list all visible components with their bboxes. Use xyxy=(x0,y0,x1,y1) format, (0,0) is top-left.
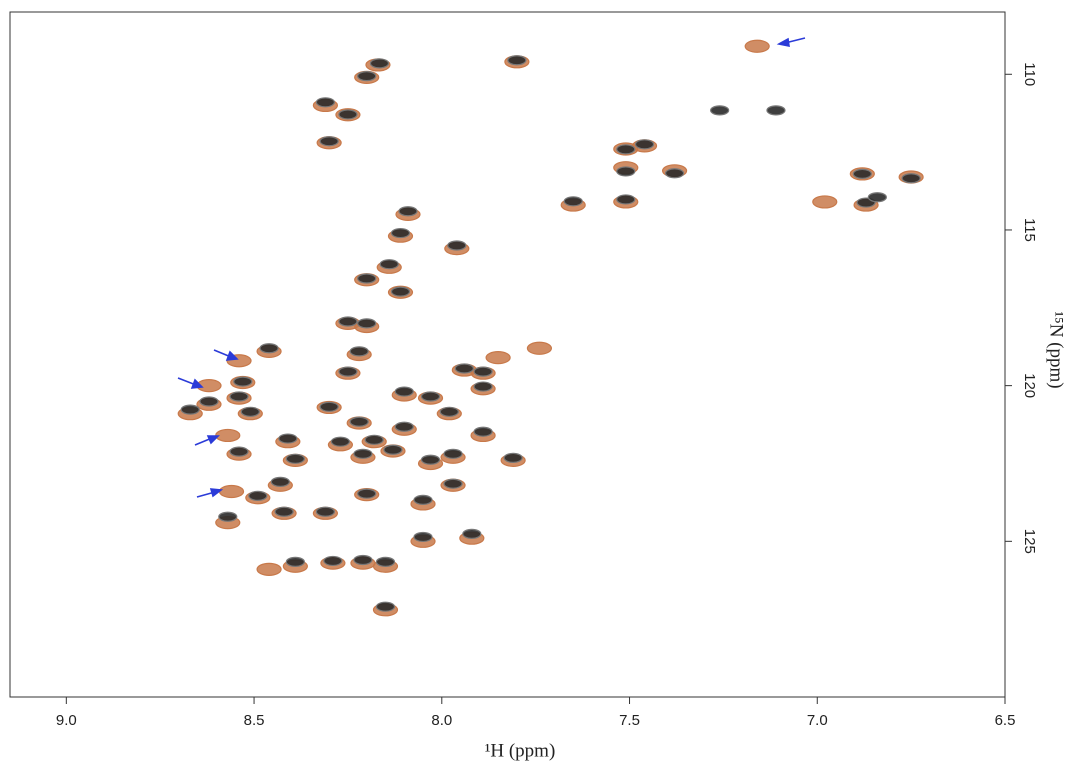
peak xyxy=(353,448,373,459)
peak xyxy=(443,448,463,459)
arrow-head xyxy=(776,37,790,48)
peak xyxy=(315,506,335,517)
arrow-head xyxy=(209,488,224,498)
x-tick-label: 8.0 xyxy=(431,712,452,729)
peak xyxy=(485,351,511,365)
x-tick-label: 9.0 xyxy=(56,712,77,729)
arrow-head xyxy=(206,435,220,445)
peak xyxy=(278,433,298,444)
peak xyxy=(616,144,636,155)
peak xyxy=(323,555,343,567)
peak xyxy=(710,105,730,116)
peak xyxy=(229,446,249,457)
peak xyxy=(420,454,441,465)
peak xyxy=(357,488,377,499)
peak xyxy=(901,173,921,184)
peak xyxy=(180,404,200,415)
peak xyxy=(199,396,219,407)
peak xyxy=(454,363,474,374)
peak xyxy=(259,343,279,354)
peak xyxy=(383,444,403,455)
peak xyxy=(447,240,467,251)
peak xyxy=(394,386,414,397)
peak xyxy=(270,476,290,487)
peak xyxy=(364,434,384,445)
peak xyxy=(744,39,770,53)
peak xyxy=(420,391,441,402)
arrow-head xyxy=(225,350,239,361)
peak xyxy=(398,206,418,217)
peak xyxy=(357,71,377,82)
peak xyxy=(285,556,305,567)
peak xyxy=(256,562,282,576)
peak xyxy=(563,196,583,207)
peak xyxy=(357,318,377,329)
x-tick-label: 6.5 xyxy=(995,712,1016,729)
peak xyxy=(319,401,339,412)
peak xyxy=(218,511,238,522)
peak xyxy=(338,109,358,120)
peak xyxy=(319,136,339,147)
peak xyxy=(274,506,294,517)
peak xyxy=(338,316,358,327)
peak xyxy=(812,195,838,209)
peaks xyxy=(177,39,924,617)
y-tick-label: 125 xyxy=(1021,529,1038,554)
peak xyxy=(349,346,369,357)
peak xyxy=(867,192,887,203)
peak xyxy=(390,286,411,297)
peak xyxy=(390,227,411,239)
peak xyxy=(229,391,249,402)
peak xyxy=(413,494,433,506)
peak xyxy=(439,406,459,417)
peak xyxy=(233,376,253,387)
x-tick-label: 8.5 xyxy=(244,712,265,729)
peak xyxy=(413,531,433,543)
peak xyxy=(443,478,463,489)
peak xyxy=(473,426,493,437)
x-tick-label: 7.5 xyxy=(619,712,640,729)
peak xyxy=(503,452,523,463)
peak xyxy=(616,194,636,205)
peak xyxy=(462,528,482,539)
y-axis-label: ¹⁵N (ppm) xyxy=(1046,311,1067,388)
plot-frame xyxy=(9,11,1006,698)
peak xyxy=(330,436,351,447)
peak xyxy=(507,55,527,66)
peak xyxy=(353,554,373,566)
peak xyxy=(379,259,399,270)
peak xyxy=(473,366,493,377)
peak xyxy=(338,366,358,377)
peak xyxy=(375,556,396,567)
x-tick-label: 7.0 xyxy=(807,712,828,729)
peak xyxy=(357,273,377,284)
peak xyxy=(375,601,396,612)
peak xyxy=(664,168,685,179)
peak xyxy=(526,341,553,355)
peak xyxy=(766,105,786,116)
peak xyxy=(394,421,414,432)
arrows xyxy=(177,37,806,498)
y-tick-label: 115 xyxy=(1021,218,1038,242)
arrow-head xyxy=(190,378,204,389)
peak xyxy=(218,484,245,499)
peak xyxy=(852,168,872,180)
peak xyxy=(315,97,335,108)
peak xyxy=(349,416,369,427)
peak xyxy=(240,406,260,417)
peak xyxy=(634,139,655,150)
peak xyxy=(473,381,493,392)
peak xyxy=(285,453,305,464)
peak xyxy=(369,58,390,69)
y-tick-label: 110 xyxy=(1021,62,1038,86)
peak xyxy=(248,490,268,501)
x-axis-label: ¹H (ppm) xyxy=(485,740,556,761)
peak xyxy=(616,166,636,177)
y-tick-label: 120 xyxy=(1021,373,1038,398)
